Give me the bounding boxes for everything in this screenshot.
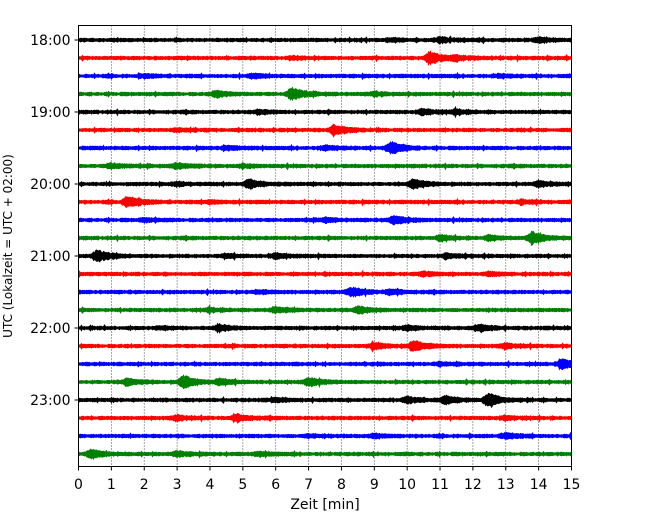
x-tick-label: 13 (497, 477, 515, 493)
x-tick-label: 5 (238, 477, 247, 493)
x-tick-label: 8 (337, 477, 346, 493)
x-tick-label: 11 (431, 477, 449, 493)
x-tick-label: 7 (304, 477, 313, 493)
y-tick-label: 21:00 (30, 249, 70, 265)
y-axis-ticks: 18:00 19:00 20:00 21:00 22:00 23:00 (30, 33, 79, 409)
y-tick-label: 18:00 (30, 33, 70, 49)
x-tick-label: 1 (107, 477, 116, 493)
x-tick-label: 3 (173, 477, 182, 493)
x-tick-label: 10 (398, 477, 416, 493)
x-tick-label: 14 (530, 477, 548, 493)
y-tick-label: 22:00 (30, 321, 70, 337)
y-tick-label: 23:00 (30, 393, 70, 409)
x-axis-label: Zeit [min] (290, 497, 359, 513)
y-tick-label: 20:00 (30, 177, 70, 193)
x-tick-label: 12 (464, 477, 482, 493)
x-tick-label: 2 (140, 477, 149, 493)
plot-frame (78, 25, 572, 467)
y-tick-label: 19:00 (30, 105, 70, 121)
y-axis-label: UTC (Lokalzeit = UTC + 02:00) (1, 154, 15, 338)
x-tick-label: 15 (563, 477, 581, 493)
x-tick-label: 6 (271, 477, 280, 493)
x-tick-label: 9 (370, 477, 379, 493)
x-tick-label: 0 (74, 477, 83, 493)
x-tick-label: 4 (206, 477, 215, 493)
x-axis-ticks: 0 1 2 3 4 5 6 7 8 9 10 11 12 13 14 15 (74, 466, 581, 493)
